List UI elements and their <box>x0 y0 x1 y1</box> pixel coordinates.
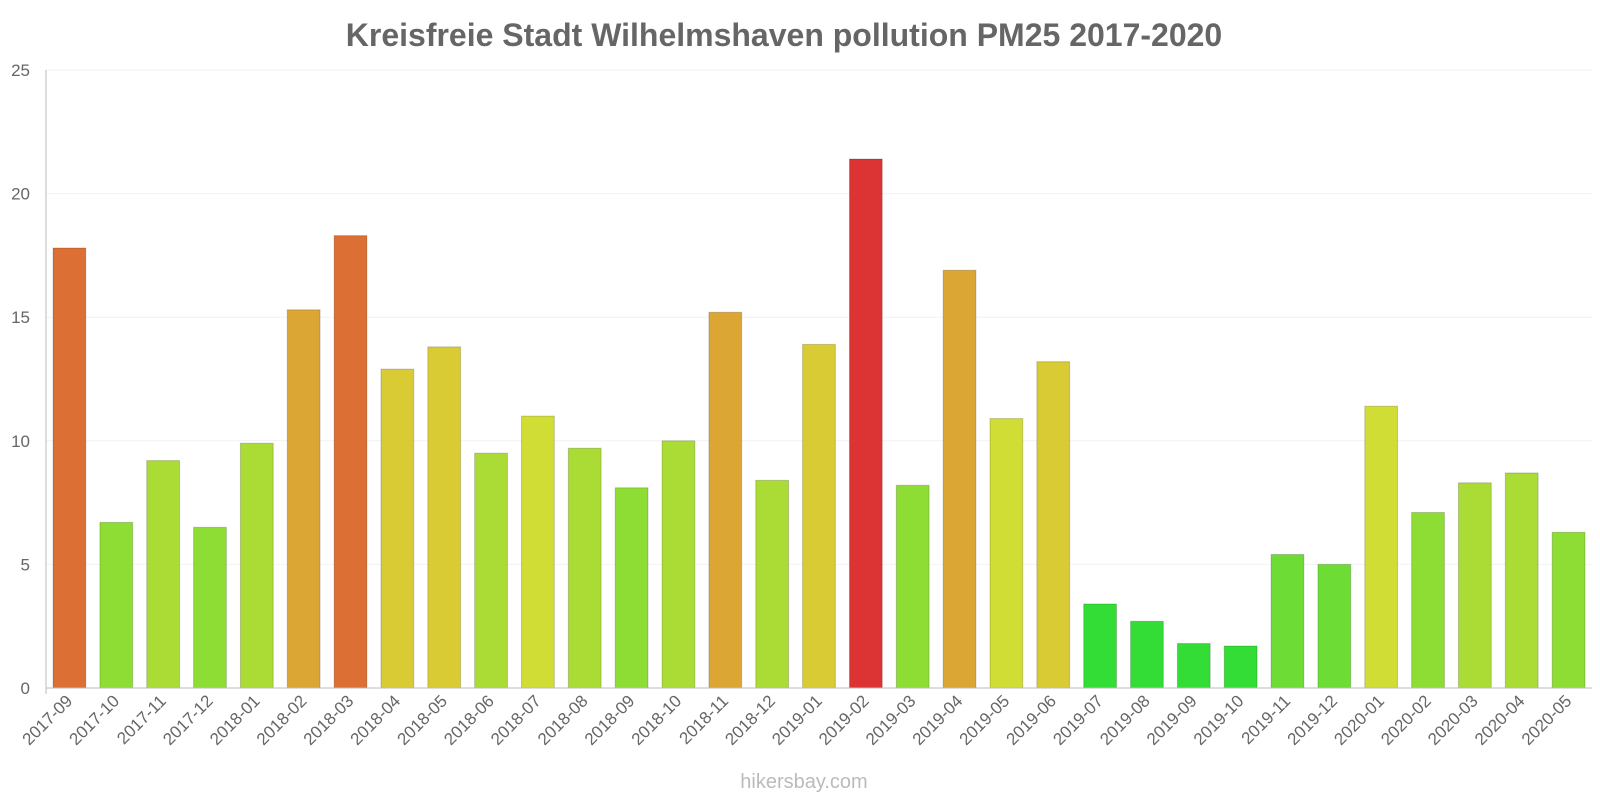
x-tick-label: 2019-02 <box>815 691 873 749</box>
x-tick-label: 2019-12 <box>1284 691 1342 749</box>
y-tick-label: 0 <box>21 679 30 698</box>
bar-2019-04 <box>942 269 977 689</box>
x-tick-label: 2019-04 <box>909 691 967 749</box>
x-tick-label: 2019-11 <box>1238 691 1295 748</box>
y-tick-label: 20 <box>11 185 30 204</box>
bar-2019-07 <box>1083 603 1117 689</box>
bar-2017-09 <box>52 247 87 689</box>
axes <box>45 70 1592 694</box>
bar-2019-05 <box>989 418 1024 689</box>
x-tick-label: 2018-11 <box>675 691 732 748</box>
x-tick-label: 2019-01 <box>768 691 826 749</box>
x-tick-label: 2018-04 <box>347 691 405 749</box>
bar-2017-10 <box>99 521 134 689</box>
x-tick-label: 2018-10 <box>628 691 686 749</box>
x-tick-label: 2020-03 <box>1424 691 1482 749</box>
x-tick-label: 2019-05 <box>956 691 1014 749</box>
x-tick-label: 2020-02 <box>1377 691 1435 749</box>
x-tick-label: 2019-08 <box>1096 691 1154 749</box>
x-tick-label: 2020-01 <box>1330 691 1388 749</box>
bar-2019-10 <box>1223 645 1258 689</box>
bar-2019-08 <box>1130 620 1164 689</box>
x-axis-labels: 2017-092017-102017-112017-122018-012018-… <box>19 691 1576 749</box>
bar-2017-11 <box>146 460 181 689</box>
bar-2018-07 <box>521 415 555 689</box>
x-tick-label: 2018-07 <box>487 691 545 749</box>
bar-2019-06 <box>1036 361 1071 689</box>
x-tick-label: 2019-06 <box>1003 691 1061 749</box>
bar-2020-05 <box>1551 531 1586 689</box>
x-tick-label: 2017-12 <box>159 691 217 749</box>
x-tick-label: 2018-08 <box>534 691 592 749</box>
x-tick-label: 2018-01 <box>206 691 264 749</box>
bar-2018-05 <box>427 346 462 689</box>
bar-2018-12 <box>755 479 790 689</box>
chart-title: Kreisfreie Stadt Wilhelmshaven pollution… <box>346 17 1222 53</box>
y-tick-label: 5 <box>21 555 30 574</box>
bars <box>52 158 1586 689</box>
y-tick-label: 25 <box>11 61 30 80</box>
x-tick-label: 2018-02 <box>253 691 311 749</box>
y-tick-label: 15 <box>11 308 30 327</box>
y-tick-label: 10 <box>11 432 30 451</box>
x-tick-label: 2020-04 <box>1471 691 1529 749</box>
watermark: hikersbay.com <box>740 771 867 793</box>
bar-2018-06 <box>474 452 508 689</box>
bar-2020-02 <box>1411 511 1445 689</box>
x-tick-label: 2018-05 <box>393 691 451 749</box>
x-tick-label: 2019-10 <box>1190 691 1248 749</box>
bar-2018-08 <box>567 447 602 689</box>
x-tick-label: 2019-07 <box>1049 691 1107 749</box>
x-tick-label: 2017-09 <box>19 691 77 749</box>
x-tick-label: 2018-12 <box>721 691 779 749</box>
x-tick-label: 2018-09 <box>581 691 639 749</box>
bar-2019-11 <box>1270 554 1305 689</box>
bar-2019-09 <box>1176 643 1211 689</box>
y-axis-ticks: 0 5 10 15 20 25 <box>11 61 30 698</box>
x-tick-label: 2019-03 <box>862 691 920 749</box>
bar-2018-02 <box>286 309 321 689</box>
x-tick-label: 2018-03 <box>300 691 358 749</box>
bar-2018-04 <box>380 368 415 689</box>
bar-2019-02 <box>848 158 883 689</box>
bar-2019-01 <box>802 343 836 689</box>
x-tick-label: 2017-10 <box>66 691 124 749</box>
bar-2020-03 <box>1457 482 1492 689</box>
bar-2020-01 <box>1364 405 1399 689</box>
bar-2018-10 <box>661 440 696 689</box>
x-tick-label: 2018-06 <box>440 691 498 749</box>
bar-2019-03 <box>895 484 930 689</box>
bar-2017-12 <box>193 526 227 689</box>
bar-2018-11 <box>708 311 743 689</box>
bar-2018-03 <box>333 235 368 689</box>
bar-2018-09 <box>614 487 649 689</box>
bar-2019-12 <box>1317 563 1352 689</box>
x-tick-label: 2019-09 <box>1143 691 1201 749</box>
x-tick-label: 2020-05 <box>1518 691 1576 749</box>
bar-2020-04 <box>1504 472 1539 689</box>
bar-2018-01 <box>239 442 274 689</box>
x-tick-label: 2017-11 <box>113 691 170 748</box>
